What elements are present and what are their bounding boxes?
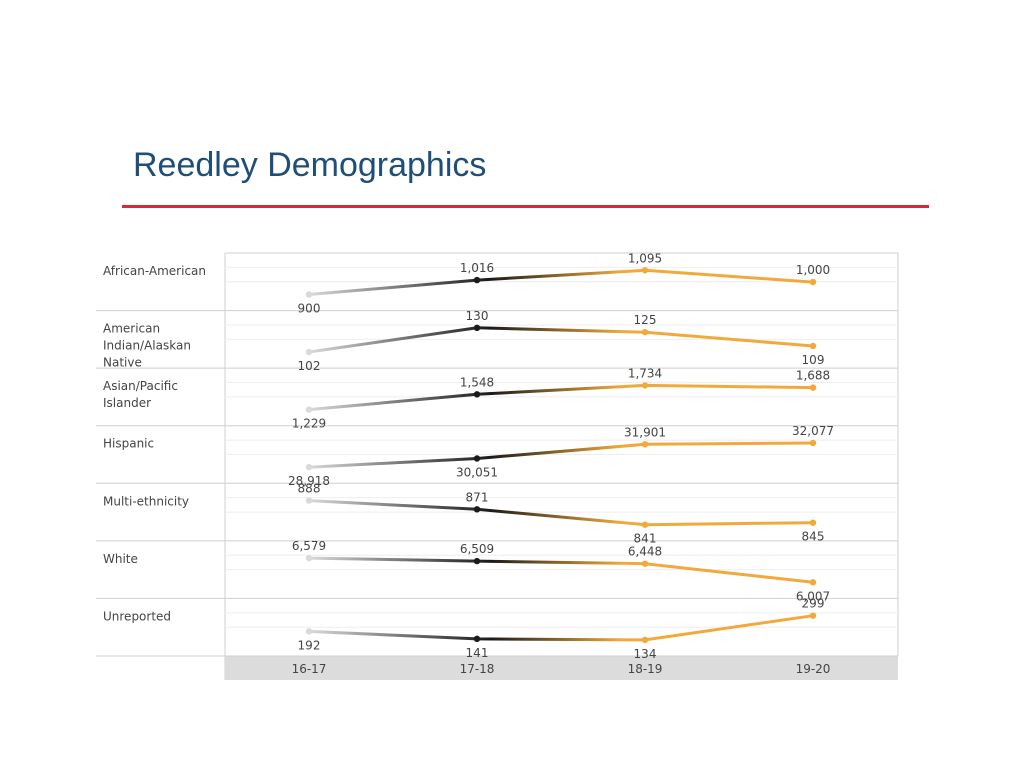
row-label: Multi-ethnicity [103, 494, 189, 508]
row-african-american: African-American 900 1,016 1,095 1,000 [96, 251, 898, 315]
data-label: 102 [298, 359, 321, 373]
data-label: 125 [634, 313, 657, 327]
data-label: 32,077 [792, 424, 834, 438]
data-point [473, 455, 481, 462]
data-point [641, 382, 649, 389]
data-point [809, 439, 817, 447]
row-unreported: Unreported 192 141 134 299 [96, 597, 898, 661]
x-tick-label: 18-19 [628, 662, 663, 676]
data-label: 1,548 [460, 375, 494, 389]
row-multi-ethnicity: Multi-ethnicity 888 871 841 845 [96, 482, 898, 546]
data-point [473, 324, 481, 332]
data-point [473, 635, 481, 643]
data-point [641, 267, 649, 274]
data-label: 845 [802, 530, 825, 544]
row-label: Hispanic [103, 437, 154, 451]
data-point [641, 521, 649, 528]
data-label: 6,579 [292, 539, 326, 553]
data-point [641, 636, 649, 644]
data-label: 1,688 [796, 369, 830, 383]
row-label: Asian/Pacific Islander [103, 379, 178, 410]
data-point [473, 391, 481, 398]
data-point [641, 328, 649, 336]
data-point [809, 384, 817, 391]
row-label: African-American [103, 264, 206, 278]
data-label: 1,734 [628, 366, 662, 380]
data-label: 1,000 [796, 263, 830, 277]
data-label: 1,095 [628, 251, 662, 265]
row-label: White [103, 552, 138, 566]
data-point [809, 579, 817, 586]
row-asian-pacific-islander: Asian/Pacific Islander 1,229 1,548 1,734 1,68… [96, 366, 898, 431]
data-point [641, 560, 649, 567]
series-line [308, 556, 814, 584]
data-label: 31,901 [624, 425, 666, 439]
data-point [305, 463, 313, 471]
data-point [305, 497, 313, 504]
data-point [809, 278, 817, 286]
data-label: 130 [466, 309, 489, 323]
data-point [641, 441, 649, 448]
data-point [305, 554, 313, 562]
data-label: 900 [298, 301, 321, 315]
data-label: 841 [634, 532, 657, 546]
series-line [308, 326, 814, 354]
data-point [305, 348, 313, 356]
data-label: 192 [298, 638, 321, 652]
series-line [308, 268, 814, 296]
x-tick-label: 17-18 [460, 662, 495, 676]
row-hispanic: Hispanic 28,918 30,051 31,901 32,077 [96, 424, 898, 488]
series-line [308, 499, 814, 527]
x-tick-label: 19-20 [796, 662, 831, 676]
row-label: Unreported [103, 609, 171, 623]
data-point [809, 519, 817, 526]
data-point [473, 506, 481, 513]
data-label: 299 [802, 597, 825, 611]
row-white: White 6,579 6,509 6,448 6,007 [96, 539, 898, 603]
data-point [809, 342, 817, 350]
data-label: 6,448 [628, 545, 662, 559]
data-label: 1,016 [460, 261, 494, 275]
data-label: 1,229 [292, 417, 326, 431]
series-line [308, 383, 814, 412]
data-label: 109 [802, 353, 825, 367]
series-line [308, 441, 814, 469]
data-point [305, 291, 313, 298]
row-label: American Indian/Alaskan Native [103, 322, 191, 370]
row-american-indian-alaskan-native: American Indian/Alaskan Native 102 130 125 109 [96, 309, 898, 373]
data-point [809, 612, 817, 619]
data-label: 6,007 [796, 589, 830, 603]
data-label: 28,918 [288, 474, 330, 488]
data-point [473, 276, 481, 284]
page-title: Reedley Demographics [133, 146, 487, 184]
x-tick-label: 16-17 [292, 662, 327, 676]
data-label: 30,051 [456, 465, 498, 479]
data-label: 141 [466, 646, 489, 660]
x-axis-band [225, 656, 898, 680]
series-line [308, 614, 814, 642]
data-point [305, 628, 313, 635]
data-point [473, 557, 481, 565]
data-point [305, 406, 313, 413]
data-label: 6,509 [460, 542, 494, 556]
data-label: 871 [466, 490, 489, 504]
data-label: 134 [634, 647, 657, 661]
title-divider [122, 205, 929, 208]
data-label: 888 [298, 482, 321, 496]
